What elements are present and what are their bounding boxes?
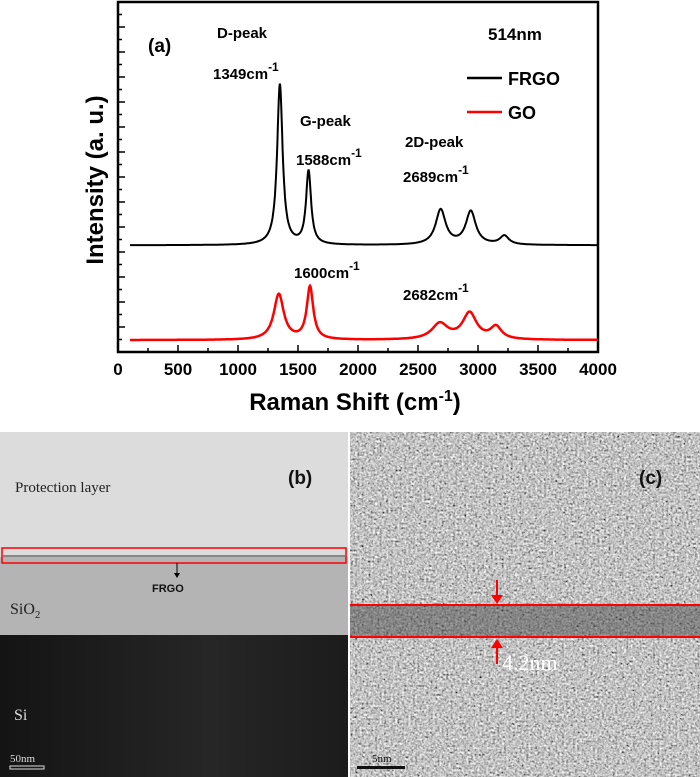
x-tick-label: 2000	[339, 360, 377, 379]
annotation-d-position: 1349cm-1	[213, 60, 279, 83]
y-axis-label: Intensity (a. u.)	[82, 95, 109, 264]
frgo-highlight-box	[1, 547, 347, 564]
tem-images: Protection layer (b) FRGO SiO2 Si 50nm 4…	[0, 432, 700, 777]
sio2-label: SiO2	[10, 601, 40, 621]
legend-title: 514nm	[488, 25, 542, 44]
annotation-2d-position: 2689cm-1	[403, 163, 469, 186]
panel-label-a: (a)	[148, 36, 171, 57]
thickness-label: 4.2nm	[502, 650, 558, 675]
frgo-label: FRGO	[152, 583, 184, 595]
panel-label-c: (c)	[639, 468, 662, 489]
x-tick-label: 1000	[219, 360, 257, 379]
scale-bar-label-b: 50nm	[10, 753, 36, 765]
annotation-g-peak: G-peak	[300, 113, 352, 130]
annotation-go-2d-position: 2682cm-1	[403, 281, 469, 304]
x-tick-label: 3000	[459, 360, 497, 379]
series-line-go	[130, 283, 598, 342]
x-tick-label: 2500	[399, 360, 437, 379]
panel-b-cross-section: Protection layer (b) FRGO SiO2 Si 50nm	[0, 432, 348, 777]
panel-c-hrtem: 4.2nm (c) 5nm	[350, 432, 700, 777]
panel-label-b: (b)	[288, 468, 312, 489]
scale-bar-label-c: 5nm	[372, 753, 392, 765]
x-axis-label: Raman Shift (cm-1)	[249, 388, 461, 416]
x-tick-label: 4000	[579, 360, 617, 379]
annotation-d-peak: D-peak	[217, 25, 268, 42]
annotation-g-position: 1588cm-1	[296, 146, 362, 169]
scale-bar-c	[357, 766, 405, 769]
frgo-film	[350, 606, 700, 636]
x-tick-label: 3500	[519, 360, 557, 379]
legend-label-frgo: FRGO	[508, 69, 560, 89]
annotation-2d-peak: 2D-peak	[405, 134, 464, 151]
protection-layer-label: Protection layer	[15, 480, 110, 496]
scale-bar-b	[9, 765, 45, 770]
series-line-frgo	[130, 83, 598, 247]
plot-frame	[116, 0, 600, 354]
x-tick-label: 500	[164, 360, 192, 379]
legend-label-go: GO	[508, 103, 536, 123]
si-label: Si	[14, 707, 28, 724]
raman-chart: 0 500 1000 1500 2000 2500 3000 3500 4000 Raman S…	[82, 0, 617, 416]
annotation-go-g-position: 1600cm-1	[294, 259, 360, 282]
x-tick-label: 1500	[279, 360, 317, 379]
x-tick-label: 0	[113, 360, 122, 379]
